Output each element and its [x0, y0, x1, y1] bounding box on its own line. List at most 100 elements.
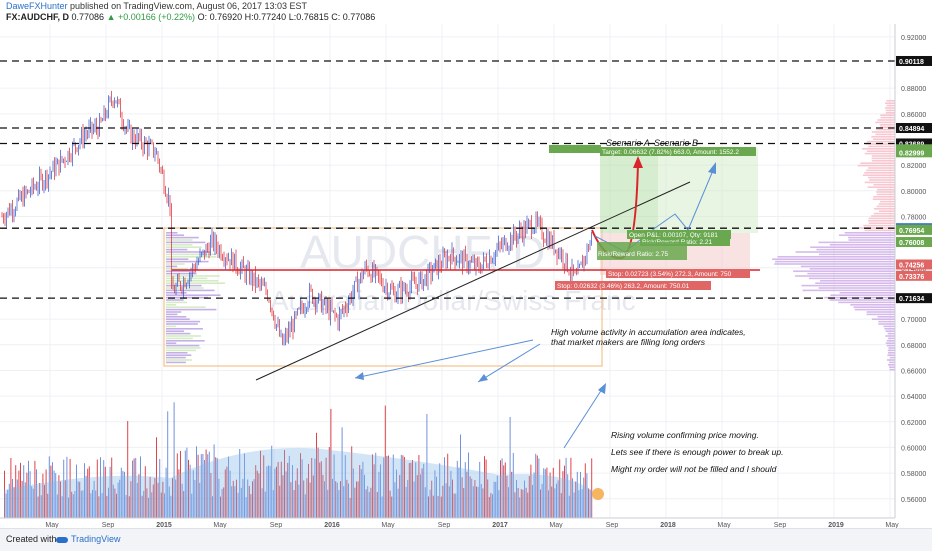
ohlc-low: L:0.76815	[288, 12, 329, 22]
volume-bar	[240, 487, 242, 518]
volume-bar	[344, 455, 346, 518]
open-pl-label-bg	[627, 230, 731, 239]
volume-bar	[160, 492, 162, 518]
volume-bar	[8, 483, 10, 518]
volume-bar	[260, 450, 261, 518]
volume-bar	[536, 455, 538, 518]
volume-bar	[276, 466, 277, 518]
volume-bar	[79, 481, 81, 518]
volume-bar	[415, 462, 417, 518]
vp-left-bar	[166, 287, 204, 289]
vp-right-bar	[866, 150, 895, 152]
volume-bar	[346, 479, 348, 518]
scenario-a-arrowhead	[633, 156, 643, 168]
volume-bar	[586, 473, 588, 518]
volume-bar	[466, 471, 468, 518]
volume-bar	[500, 460, 501, 518]
vp-right-bar	[878, 320, 895, 323]
vp-left-bar	[166, 342, 177, 344]
vp-right-bar	[793, 270, 895, 272]
volume-bar	[64, 480, 66, 518]
volume-bar	[208, 451, 210, 518]
volume-bar	[12, 478, 13, 518]
volume-bar	[82, 490, 84, 518]
vp-right-bar	[864, 229, 895, 232]
volume-bar	[237, 492, 239, 518]
volume-bar	[132, 460, 133, 518]
volume-bar	[530, 464, 532, 518]
volume-bar	[413, 481, 415, 518]
volume-bar	[90, 493, 92, 518]
volume-bar	[111, 457, 113, 518]
volume-bar	[541, 483, 543, 518]
volume-bar	[130, 481, 132, 518]
vp-right-bar	[888, 364, 895, 366]
volume-bar	[279, 485, 281, 518]
volume-bar	[444, 457, 445, 518]
volume-bar	[573, 492, 575, 518]
volume-bar	[583, 477, 585, 518]
vp-left-bar	[166, 313, 178, 316]
volume-bar	[405, 486, 407, 518]
price-label: 0.74256	[899, 263, 924, 270]
volume-bar	[341, 427, 343, 518]
volume-bar	[221, 488, 223, 518]
price-chart[interactable]: AUDCHF, D Australian Dollar/Swiss Franc …	[0, 0, 932, 528]
vp-right-bar	[848, 236, 895, 239]
volume-bar	[309, 482, 311, 518]
time-tick: May	[717, 522, 731, 528]
volume-bar	[29, 471, 31, 518]
vp-right-bar	[862, 148, 895, 150]
price-tick: 0.66000	[901, 368, 926, 375]
vp-left-bar	[166, 344, 200, 347]
volume-bar	[119, 479, 121, 518]
vp-right-bar	[871, 215, 895, 217]
volume-bar	[388, 455, 389, 518]
time-tick: Sep	[102, 522, 115, 528]
vp-right-bar	[875, 121, 895, 124]
volume-bar	[320, 461, 322, 518]
volume-bar	[156, 437, 157, 518]
volume-bar	[293, 490, 295, 518]
volume-bar	[120, 467, 122, 518]
volume-bar	[578, 490, 580, 518]
volume-bar	[68, 497, 69, 518]
volume-bar	[109, 466, 111, 518]
annotation-volume-3: Might my order will not be filled and I …	[611, 464, 777, 474]
tradingview-logo[interactable]: TradingView	[56, 534, 121, 544]
annotation-arrowhead-2	[478, 374, 488, 382]
vp-right-bar	[885, 102, 895, 104]
volume-bar	[421, 468, 423, 518]
vp-right-bar	[866, 169, 895, 172]
volume-bar	[538, 458, 540, 518]
vp-left-bar	[166, 328, 203, 330]
price-axis[interactable]: 0.92000 0.88000 0.86000 0.82000 0.80000 0.780…	[0, 24, 926, 519]
volume-bar	[88, 466, 90, 518]
vp-left-bar	[166, 299, 184, 301]
vp-left-bar	[166, 260, 209, 263]
volume-bar	[216, 458, 218, 518]
target-zone-a	[600, 148, 658, 233]
volume-bar	[16, 479, 18, 518]
volume-bar	[394, 482, 396, 518]
vp-right-bar	[862, 174, 895, 176]
volume-bar	[404, 457, 405, 518]
volume-bar	[264, 491, 266, 518]
volume-bar	[255, 465, 257, 518]
volume-bar	[200, 454, 202, 518]
vp-left-bar	[166, 304, 177, 306]
price-tick: 0.62000	[901, 420, 926, 427]
price-tick: 0.56000	[901, 497, 926, 504]
volume-bar	[588, 488, 589, 518]
volume-bar	[189, 464, 191, 518]
vp-right-bar	[888, 347, 895, 349]
vp-right-bar	[887, 349, 895, 352]
time-axis[interactable]: May Sep 2015 May Sep 2016 May Sep 2017 May Sep 2018…	[45, 522, 899, 528]
event-icon[interactable]	[592, 488, 604, 500]
volume-bar	[338, 490, 340, 518]
volume-bar	[44, 484, 45, 518]
author-name[interactable]: DaweFXHunter	[6, 1, 68, 11]
vp-left-bar	[166, 246, 202, 248]
volume-bar	[442, 485, 444, 518]
volume-bar	[525, 487, 527, 518]
